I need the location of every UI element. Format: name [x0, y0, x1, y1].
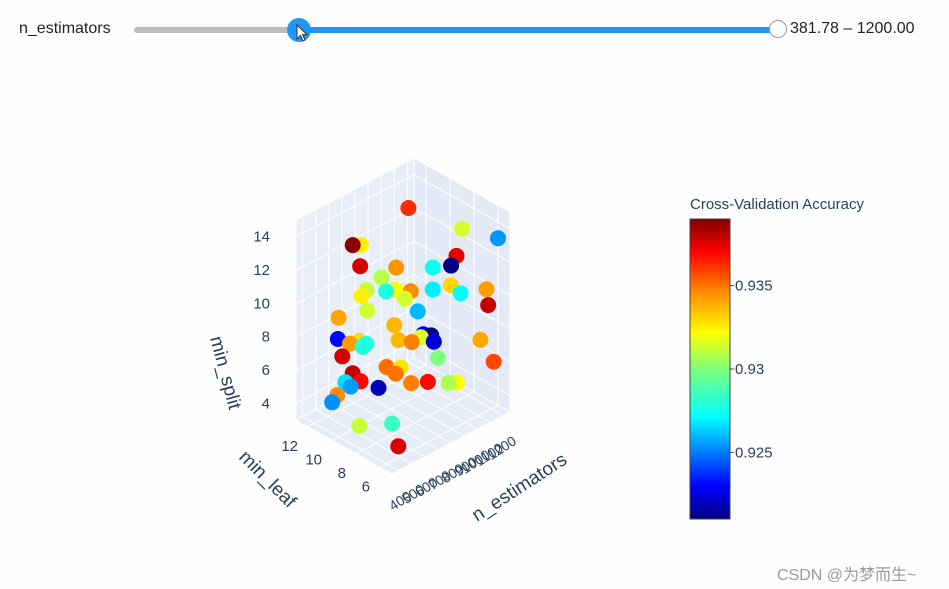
data-point[interactable]	[424, 259, 441, 276]
data-point[interactable]	[490, 230, 506, 247]
slider-high-handle[interactable]	[769, 20, 787, 38]
y-tick-label: 1200	[484, 432, 519, 462]
x-axis-title: min_leaf	[234, 447, 300, 513]
data-point[interactable]	[400, 200, 417, 216]
data-point[interactable]	[329, 331, 346, 347]
watermark: CSDN @为梦而生~	[777, 567, 917, 584]
y-gridline	[302, 416, 399, 471]
slider-range-value: 381.78 – 1200.00	[790, 20, 915, 37]
data-point[interactable]	[390, 438, 407, 455]
data-point[interactable]	[351, 418, 368, 434]
data-point[interactable]	[370, 379, 387, 396]
data-point[interactable]	[452, 285, 469, 302]
data-point[interactable]	[472, 331, 489, 348]
x-tick-label: 10	[305, 451, 322, 468]
data-point[interactable]	[440, 374, 457, 391]
data-point[interactable]	[419, 373, 436, 390]
z-tick-label: 10	[253, 295, 270, 312]
x-tick-label: 6	[362, 478, 370, 495]
z-gridline	[295, 174, 511, 238]
z-tick-label: 6	[262, 362, 270, 379]
data-point[interactable]	[352, 258, 369, 275]
z-axis-title: min_split	[205, 334, 245, 413]
data-point[interactable]	[478, 281, 495, 298]
data-point[interactable]	[334, 348, 351, 365]
data-point[interactable]	[387, 365, 404, 382]
x-tick-label: 8	[338, 465, 346, 482]
slider-selected-range[interactable]	[299, 27, 779, 33]
colorbar-tick-label: 0.935	[735, 278, 773, 295]
data-point[interactable]	[342, 378, 359, 395]
data-point[interactable]	[425, 333, 442, 350]
data-point[interactable]	[403, 375, 420, 392]
y-gridline	[354, 388, 452, 444]
colorbar-ticks: 0.925 0.93 0.935	[730, 278, 773, 461]
data-point[interactable]	[378, 283, 395, 300]
data-point[interactable]	[480, 297, 497, 314]
mouse-cursor-icon	[296, 24, 309, 42]
colorbar-tick-label: 0.925	[735, 444, 773, 461]
data-point[interactable]	[443, 257, 460, 274]
n-estimators-slider[interactable]: n_estimators 381.78 – 1200.00	[0, 0, 949, 60]
data-point[interactable]	[353, 288, 370, 305]
data-point[interactable]	[330, 309, 347, 326]
y-gridline	[315, 409, 412, 465]
data-point[interactable]	[390, 332, 407, 349]
data-points[interactable]	[324, 200, 506, 455]
data-point[interactable]	[354, 338, 371, 355]
slider-label: n_estimators	[19, 20, 111, 37]
z-tick-label: 14	[253, 229, 270, 246]
z-tick-label: 8	[262, 329, 270, 346]
data-point[interactable]	[424, 281, 441, 298]
z-tick-label: 12	[253, 262, 270, 279]
data-point[interactable]	[384, 415, 401, 432]
colorbar-tick-label: 0.93	[735, 361, 764, 378]
y-gridline	[328, 402, 426, 458]
z-tick-label: 4	[262, 395, 270, 412]
data-point[interactable]	[386, 317, 403, 334]
data-point[interactable]	[429, 350, 446, 366]
z-gridline	[295, 240, 511, 304]
x-tick-label: 12	[281, 438, 298, 455]
scene-gridlines	[295, 161, 511, 471]
data-point[interactable]	[485, 353, 502, 370]
data-point[interactable]	[388, 259, 405, 276]
data-point[interactable]	[324, 394, 341, 411]
data-point[interactable]	[403, 334, 420, 351]
data-point[interactable]	[342, 335, 358, 352]
data-point[interactable]	[344, 237, 361, 254]
data-point[interactable]	[373, 269, 390, 286]
colorbar	[689, 218, 731, 520]
data-point[interactable]	[359, 302, 376, 319]
y-gridline	[380, 374, 478, 430]
colorbar-title: Cross-Validation Accuracy	[690, 196, 864, 213]
data-point[interactable]	[409, 303, 426, 320]
data-point[interactable]	[454, 220, 471, 237]
data-point[interactable]	[396, 290, 413, 307]
